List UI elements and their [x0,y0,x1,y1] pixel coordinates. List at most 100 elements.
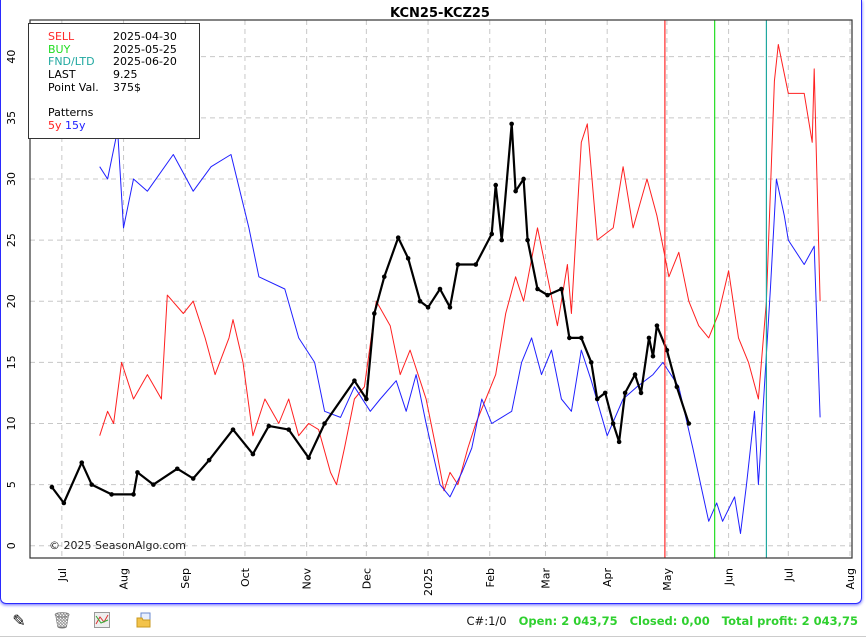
x-tick-label: Dec [360,568,373,589]
copyright: © 2025 SeasonAlgo.com [49,539,187,552]
data-point [499,237,504,243]
x-tick-label: Sep [179,568,192,589]
data-point [493,182,499,188]
y-tick-label: 10 [5,417,18,431]
x-tick-label: Oct [239,567,252,587]
buy-date: 2025-05-25 [113,42,177,56]
data-point [266,423,272,429]
data-point [151,482,156,487]
data-point [437,286,443,292]
series-line-5y [99,44,821,492]
x-tick-label: Nov [301,568,314,590]
trash-icon[interactable]: 🗑 [52,611,73,630]
pattern-5y[interactable]: 5y [48,118,62,132]
y-tick-label: 40 [5,50,18,64]
buy-label: BUY [48,42,71,56]
status-bar: C#:1/0 Open: 2 043,75 Closed: 0,00 Total… [459,614,858,628]
data-point [455,262,461,267]
data-point [190,476,196,481]
data-point [447,305,453,310]
data-point [322,421,327,426]
point-val-label: Point Val. [48,80,99,94]
toolbar: ✎ 🗑 C#:1/0 Open: 2 043,75 Closed: 0,00 T… [0,606,866,637]
legend-point-val: Point Val. 375$ [48,80,199,95]
data-point [674,384,680,390]
counter: C#:1/0 [466,614,507,628]
data-point [594,396,600,402]
y-tick-label: 35 [5,111,18,125]
data-point [650,353,656,359]
data-point [230,427,236,432]
x-tick-label: May [661,568,674,591]
data-point [616,439,622,445]
data-point [622,390,628,396]
data-point [79,460,85,465]
sell-label: SELL [48,30,75,43]
data-point [109,492,114,497]
data-point [535,286,540,292]
data-point [306,455,311,461]
legend-fnd: FND/LTD 2025-06-20 [48,56,199,69]
total-profit: Total profit: 2 043,75 [721,614,858,628]
data-point [131,492,136,497]
data-point [395,235,401,240]
data-point [610,421,616,426]
folder-icon[interactable] [135,612,153,630]
sell-date: 2025-04-30 [113,30,177,43]
patterns-label: Patterns [48,106,94,120]
data-point [559,286,564,292]
data-point [473,262,479,267]
data-point [521,176,526,182]
legend-buy: BUY 2025-05-25 [48,42,199,57]
data-point [89,482,94,487]
pattern-15y[interactable]: 15y [65,118,86,132]
x-tick-label: Feb [484,568,497,587]
data-point [372,311,377,316]
y-tick-label: 25 [5,233,18,247]
data-point [654,323,660,328]
chart-icon[interactable] [93,612,111,630]
point-val-value: 375$ [113,80,141,94]
data-point [250,451,256,457]
data-point [364,396,369,402]
data-point [49,484,55,490]
y-tick-label: 15 [5,355,18,369]
chart-title: KCN25-KCZ25 [390,6,490,21]
data-point [381,274,387,280]
data-point [567,335,572,341]
y-tick-label: 0 [5,542,18,549]
data-point [525,237,530,243]
data-point [206,457,212,463]
last-value: 9.25 [113,68,138,82]
data-point [579,335,584,341]
pencil-icon[interactable]: ✎ [12,611,26,630]
data-point [638,390,644,396]
x-tick-label: Mar [539,568,552,589]
x-tick-label: Jun [723,568,736,586]
data-point [686,421,692,426]
data-point [135,470,140,475]
legend-sell: SELL 2025-04-30 [48,30,199,44]
data-point [664,347,670,353]
data-point [646,335,652,341]
x-tick-label: Jul [56,568,69,582]
x-tick-label: 2025 [422,568,435,596]
closed-profit: Closed: 0,00 [629,614,710,628]
data-point [588,360,594,365]
fnd-date: 2025-06-20 [113,55,177,69]
data-point [632,372,638,377]
chart-frame [0,0,862,604]
data-point [602,390,608,396]
data-point [545,292,550,298]
series-line-15y [99,129,821,534]
legend-last: LAST 9.25 [48,68,199,82]
legend-box: SELL 2025-04-30 BUY 2025-05-25 FND/LTD 2025… [28,23,200,139]
plot-area [29,19,853,559]
x-tick-label: Aug [118,568,131,589]
y-tick-label: 20 [5,294,18,308]
data-point [352,378,357,384]
data-point [405,256,411,261]
data-point [489,231,495,237]
x-tick-label: Jul [782,568,795,582]
y-tick-label: 30 [5,172,18,186]
